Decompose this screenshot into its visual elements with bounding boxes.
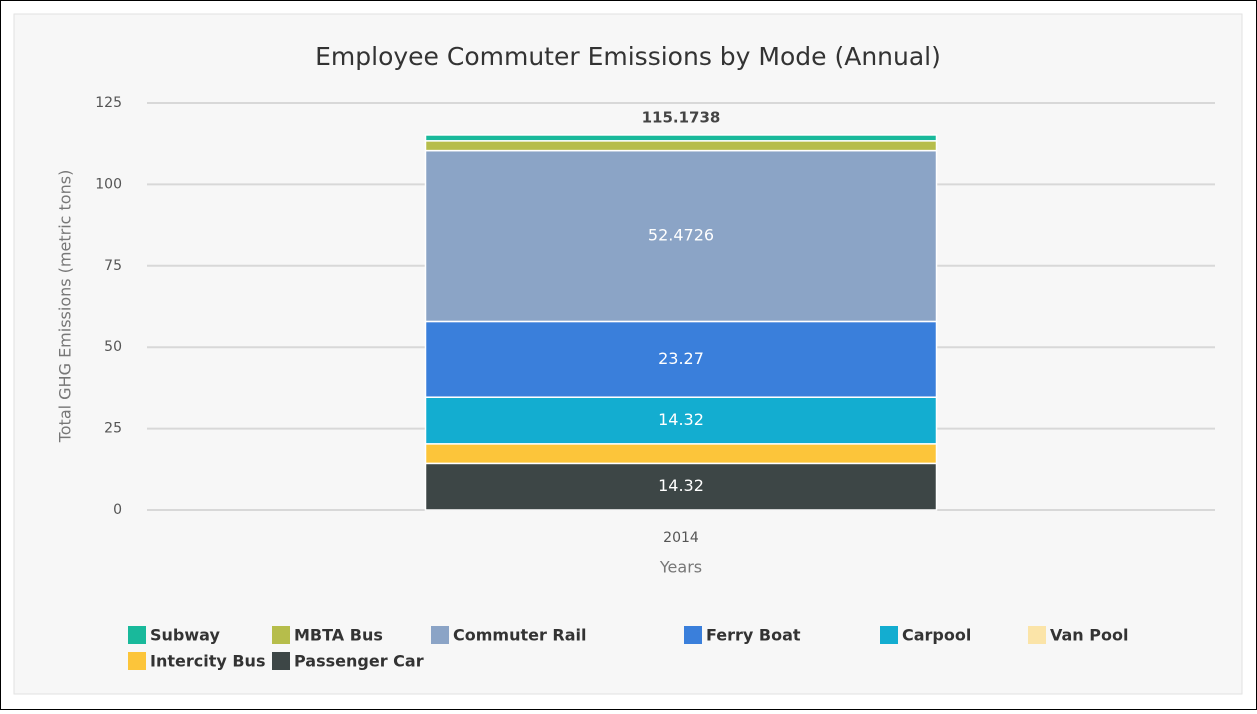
total-label: 115.1738	[642, 108, 721, 126]
y-tick-label: 50	[104, 339, 122, 355]
y-tick-label: 0	[113, 502, 122, 518]
legend-swatch	[880, 626, 898, 644]
chart-title: Employee Commuter Emissions by Mode (Ann…	[315, 42, 941, 71]
legend-label: Passenger Car	[294, 652, 424, 671]
legend-label: MBTA Bus	[294, 626, 383, 645]
legend-label: Subway	[150, 626, 220, 645]
legend-label: Van Pool	[1050, 626, 1128, 645]
bar-segment	[424, 140, 938, 152]
y-tick-label: 25	[104, 421, 122, 437]
legend-swatch	[1028, 626, 1046, 644]
bar-segment	[424, 134, 938, 142]
x-tick-label: 2014	[663, 530, 699, 546]
y-tick-label: 125	[95, 95, 122, 111]
legend-swatch	[272, 652, 290, 670]
bar-segment	[424, 320, 938, 398]
data-label: 14.32	[658, 476, 704, 495]
legend-label: Intercity Bus	[150, 652, 265, 671]
legend-label: Ferry Boat	[706, 626, 801, 645]
bar-segment	[424, 443, 938, 465]
bar-segment	[424, 462, 938, 511]
legend-label: Carpool	[902, 626, 971, 645]
legend-swatch	[128, 652, 146, 670]
legend-label: Commuter Rail	[453, 626, 587, 645]
x-axis-title: Years	[659, 558, 702, 577]
y-tick-label: 100	[95, 176, 122, 192]
y-tick-label: 75	[104, 258, 122, 274]
data-label: 14.32	[658, 410, 704, 429]
bar-segment	[424, 149, 938, 323]
legend-swatch	[128, 626, 146, 644]
data-label: 52.4726	[648, 226, 714, 245]
legend-swatch	[272, 626, 290, 644]
y-axis-title: Total GHG Emissions (metric tons)	[56, 170, 75, 444]
legend-swatch	[431, 626, 449, 644]
legend-swatch	[684, 626, 702, 644]
data-label: 23.27	[658, 349, 704, 368]
